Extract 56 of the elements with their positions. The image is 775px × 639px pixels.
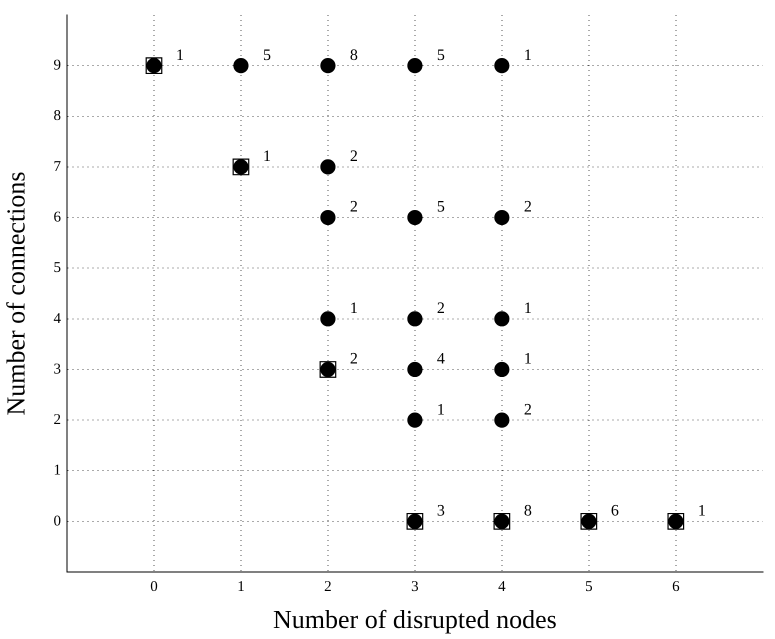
annotation: 6 (610, 502, 619, 520)
y-tick-label: 8 (54, 108, 61, 124)
annotation: 1 (350, 300, 358, 318)
x-tick-label: 1 (237, 578, 245, 595)
x-tick-label: 5 (585, 578, 593, 595)
y-tick-label: 4 (54, 310, 62, 327)
y-tick-label: 6 (54, 209, 62, 226)
x-tick-label: 2 (324, 578, 332, 595)
y-tick-label: 5 (54, 260, 61, 276)
point (407, 210, 422, 226)
annotation: 2 (350, 148, 358, 166)
annotation: 1 (524, 300, 532, 318)
annotation: 5 (436, 46, 445, 64)
annotation: 1 (698, 502, 706, 520)
annotation: 1 (524, 46, 532, 64)
point (320, 159, 336, 175)
y-axis-title: Number of connections (1, 171, 30, 416)
point (233, 58, 249, 74)
y-tick-label: 3 (54, 361, 61, 378)
point (494, 311, 510, 326)
annotation: 1 (262, 148, 271, 166)
point (494, 58, 510, 74)
x-axis-title: Number of disrupted nodes (273, 605, 557, 634)
annotation: 2 (350, 350, 358, 368)
point (494, 412, 510, 428)
x-tick-label: 6 (672, 578, 680, 595)
point (320, 311, 336, 326)
y-tick-label: 1 (54, 462, 61, 479)
annotation: 2 (436, 300, 445, 318)
annotation: 1 (524, 350, 532, 368)
y-tick-label: 0 (54, 513, 61, 530)
x-tick-label: 4 (498, 578, 506, 595)
point (320, 58, 336, 74)
point (407, 58, 422, 74)
annotation: 2 (524, 401, 532, 418)
x-tick-label: 3 (411, 578, 419, 595)
annotation: 1 (436, 401, 445, 418)
annotation: 2 (524, 198, 532, 216)
annotation: 8 (524, 502, 532, 520)
y-tick-label: 9 (54, 58, 61, 74)
annotation: 3 (436, 502, 445, 520)
point (320, 210, 336, 226)
annotation: 4 (436, 350, 445, 368)
point (494, 210, 510, 226)
annotation: 5 (436, 198, 445, 216)
annotation: 8 (350, 46, 358, 64)
point (407, 362, 422, 378)
y-tick-label: 2 (54, 412, 61, 428)
point (407, 311, 422, 326)
annotation: 2 (350, 198, 358, 216)
annotation: 5 (262, 46, 271, 64)
point (407, 412, 422, 428)
point (494, 362, 510, 378)
x-tick-label: 0 (150, 578, 158, 595)
annotation: 1 (176, 46, 184, 64)
y-tick-label: 7 (54, 158, 62, 175)
